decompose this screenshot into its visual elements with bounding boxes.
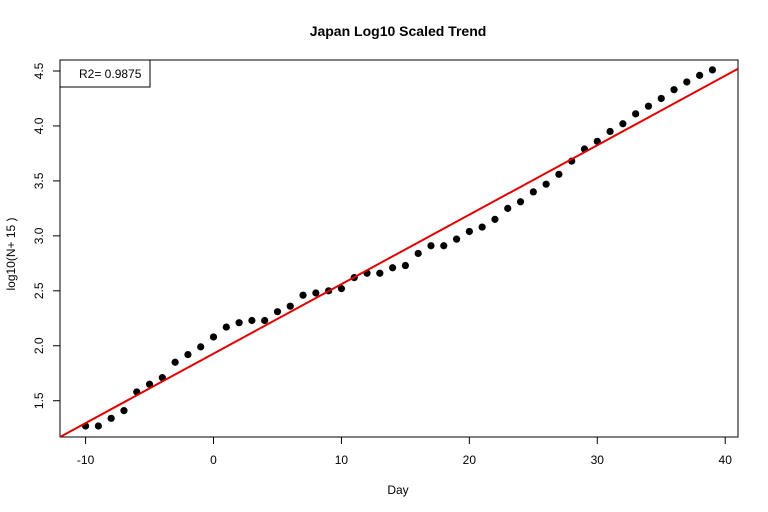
legend: R2= 0.9875 [59, 59, 151, 88]
data-point [299, 291, 307, 299]
data-point [107, 414, 115, 422]
data-point [465, 227, 473, 236]
x-tick-label: 0 [210, 453, 217, 467]
data-point [94, 422, 102, 430]
data-point [222, 323, 230, 331]
data-point [657, 94, 665, 103]
data-point [683, 78, 691, 86]
data-point [542, 180, 550, 188]
data-point [235, 319, 243, 327]
data-point [171, 358, 179, 366]
x-tick-label: -10 [77, 453, 95, 467]
data-point [273, 308, 282, 316]
data-point [478, 223, 486, 231]
x-tick-label: 10 [335, 453, 349, 467]
x-axis-label: Day [387, 483, 408, 497]
data-point [452, 235, 461, 243]
data-point [401, 261, 409, 270]
data-point [516, 198, 525, 206]
data-point [209, 333, 218, 341]
data-point [197, 343, 205, 351]
data-point [184, 350, 192, 359]
y-tick-label: 3.5 [32, 172, 46, 189]
data-point [414, 249, 422, 258]
trend-line [60, 67, 738, 437]
data-point [440, 242, 448, 250]
data-point [708, 66, 717, 74]
data-point [337, 285, 346, 293]
data-point [491, 215, 499, 223]
y-tick-label: 2.5 [32, 282, 46, 299]
data-point [286, 302, 294, 310]
data-point [632, 110, 640, 118]
plot-frame [59, 59, 739, 438]
data-point [312, 289, 320, 297]
y-tick-label: 3.0 [32, 227, 46, 244]
data-point [696, 71, 704, 79]
y-tick-label: 4.0 [32, 117, 46, 134]
data-point [504, 204, 512, 212]
y-tick-label: 1.5 [32, 392, 46, 409]
x-tick-label: 30 [591, 453, 605, 467]
data-point [261, 316, 269, 325]
data-point [120, 407, 128, 415]
data-point [644, 102, 653, 110]
data-point [670, 86, 678, 94]
data-point [248, 316, 256, 325]
legend-box [59, 59, 151, 88]
data-point [389, 264, 397, 272]
x-tick-label: 20 [463, 453, 477, 467]
x-tick-label: 40 [719, 453, 733, 467]
y-tick-label: 2.0 [32, 337, 46, 354]
data-point [555, 170, 563, 178]
data-point [529, 188, 537, 196]
data-point [606, 127, 614, 136]
y-axis-label: log10(N+ 15 ) [4, 217, 18, 290]
data-point [376, 269, 384, 277]
legend-text: R2= 0.9875 [79, 67, 142, 81]
data-point [427, 242, 435, 250]
chart-title: Japan Log10 Scaled Trend [310, 23, 487, 39]
y-tick-label: 4.5 [32, 62, 46, 79]
data-point [619, 120, 627, 128]
data-point [145, 380, 154, 388]
plot-area: -10 0 10 20 30 40 1.5 2.0 2.5 3.0 3.5 4.0 4.5 R2= 0.9… [32, 59, 739, 467]
